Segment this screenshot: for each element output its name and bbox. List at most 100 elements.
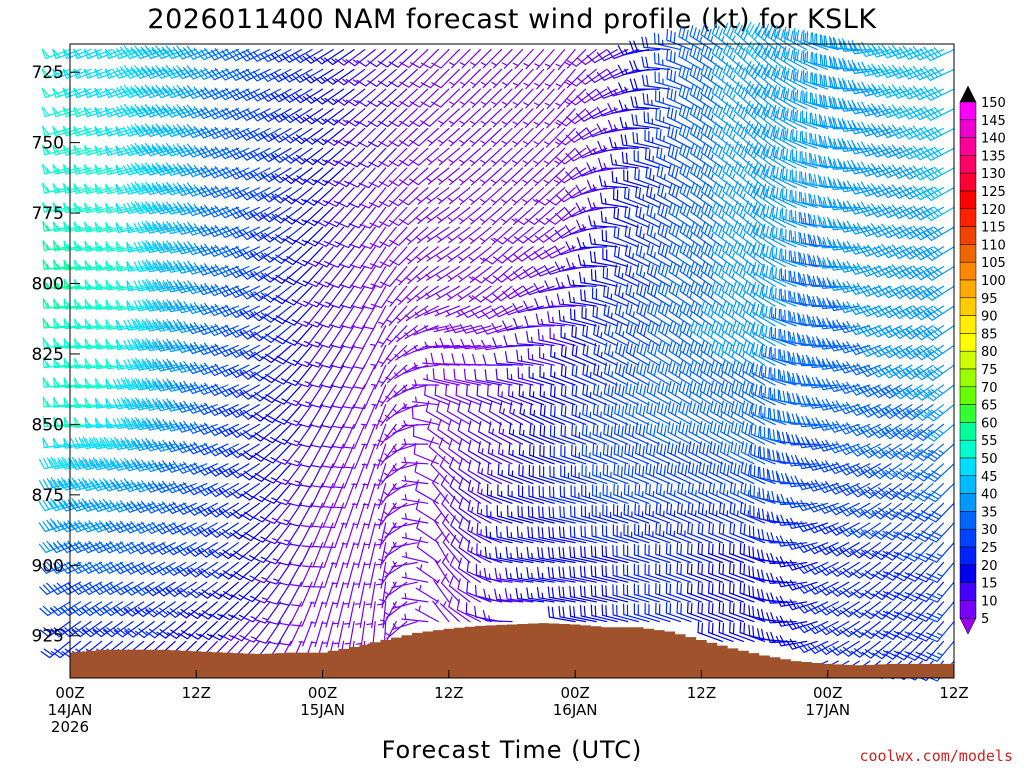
- colorbar-swatch: [959, 600, 977, 619]
- x-tick-label: 12Z: [182, 684, 211, 702]
- wind-barb: [228, 127, 260, 141]
- colorbar-tick-label: 40: [981, 488, 998, 503]
- wind-barb: [252, 522, 282, 543]
- wind-barb: [828, 581, 860, 597]
- wind-barb: [187, 581, 218, 599]
- wind-barb: [432, 341, 460, 349]
- wind-barb: [444, 325, 471, 333]
- wind-barb: [196, 443, 229, 456]
- colorbar-tick-label: 85: [981, 327, 998, 342]
- wind-barb: [912, 266, 945, 281]
- wind-barb: [330, 542, 345, 568]
- wind-barb: [263, 443, 292, 464]
- wind-barb: [667, 400, 692, 425]
- wind-barb: [566, 257, 597, 269]
- colorbar-tick-label: 30: [981, 523, 998, 538]
- wind-barb: [112, 377, 145, 390]
- wind-barb: [678, 400, 702, 425]
- wind-barb: [527, 348, 555, 366]
- wind-barb: [817, 542, 850, 556]
- wind-barb: [582, 324, 608, 347]
- wind-barb: [576, 219, 608, 231]
- wind-barb: [635, 401, 660, 425]
- wind-barb: [196, 106, 229, 120]
- wind-barb: [506, 526, 534, 544]
- wind-barb: [538, 485, 566, 504]
- wind-barb: [882, 522, 913, 541]
- wind-barb: [60, 621, 92, 638]
- wind-barb: [228, 344, 260, 358]
- wind-barb: [519, 402, 545, 425]
- wind-barb: [802, 110, 829, 130]
- wind-barb: [228, 246, 260, 259]
- wind-barb: [154, 542, 187, 555]
- wind-barb: [892, 443, 923, 461]
- wind-barb: [623, 524, 650, 544]
- wind-barb: [699, 420, 724, 445]
- wind-barb: [555, 68, 576, 90]
- wind-barb: [436, 400, 460, 425]
- wind-barb: [753, 202, 776, 228]
- wind-barb: [471, 285, 503, 303]
- wind-barb: [504, 351, 534, 366]
- wind-barb: [740, 501, 766, 524]
- wind-barb: [266, 601, 292, 625]
- wind-barb: [448, 438, 471, 465]
- wind-barb: [134, 601, 166, 618]
- wind-barb: [554, 226, 587, 239]
- wind-barb: [329, 325, 355, 349]
- wind-barb: [768, 449, 797, 465]
- wind-barb: [792, 47, 818, 70]
- wind-barb: [207, 383, 239, 396]
- wind-barb: [249, 68, 282, 82]
- wind-barb: [891, 184, 923, 199]
- wind-barb: [592, 305, 618, 327]
- x-tick-label: 15JAN: [300, 701, 345, 719]
- wind-barb: [676, 501, 702, 524]
- x-tick-label: 00Z: [813, 684, 842, 702]
- wind-barb: [447, 419, 471, 445]
- wind-barb: [891, 344, 923, 359]
- wind-barb: [420, 108, 450, 127]
- wind-barb: [286, 423, 313, 447]
- wind-barb: [469, 127, 492, 147]
- wind-barb: [668, 222, 692, 248]
- wind-barb: [656, 165, 681, 189]
- wind-barb: [533, 88, 555, 109]
- wind-barb: [575, 147, 608, 159]
- wind-barb: [916, 601, 945, 622]
- wind-barb: [74, 338, 103, 349]
- wind-barb: [655, 127, 681, 149]
- wind-barb: [554, 261, 587, 272]
- wind-barb: [522, 285, 555, 296]
- wind-barb: [902, 364, 934, 380]
- wind-barb: [742, 320, 766, 347]
- wind-barb: [564, 88, 587, 108]
- wind-barb: [817, 522, 850, 535]
- wind-barb: [52, 240, 82, 252]
- wind-barb: [548, 526, 576, 544]
- wind-barb: [218, 522, 250, 539]
- wind-barb: [518, 443, 545, 465]
- wind-barb: [549, 424, 576, 445]
- wind-barb: [42, 337, 71, 349]
- wind-barb: [415, 285, 439, 302]
- wind-barb: [458, 147, 481, 167]
- wind-barb: [592, 443, 618, 465]
- wind-barb: [560, 326, 587, 347]
- wind-barb: [923, 325, 955, 341]
- wind-barb: [516, 546, 545, 564]
- wind-barb: [175, 502, 208, 515]
- wind-barb: [880, 184, 913, 199]
- wind-barb: [165, 542, 197, 556]
- wind-barb: [708, 522, 734, 544]
- wind-barb: [409, 167, 439, 186]
- wind-barb: [491, 68, 513, 89]
- wind-barb: [217, 107, 250, 120]
- wind-barb: [820, 35, 850, 51]
- wind-barb: [426, 226, 450, 243]
- wind-barb: [167, 621, 197, 639]
- wind-barb: [700, 24, 724, 51]
- wind-barb: [601, 584, 629, 603]
- wind-barb: [274, 404, 303, 425]
